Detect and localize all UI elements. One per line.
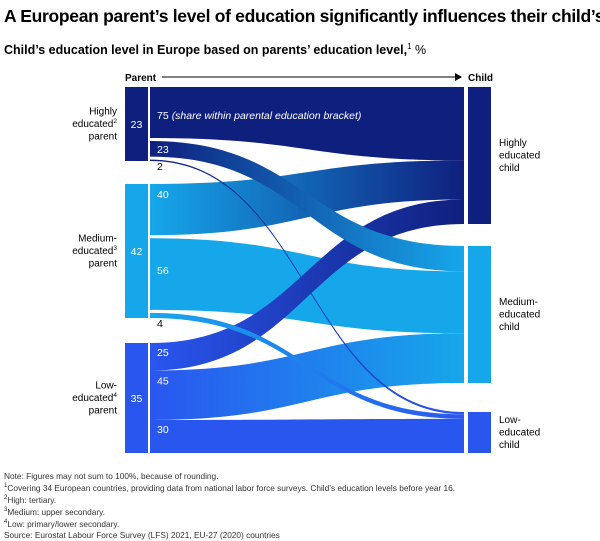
subtitle-note-mark: 1 [407,42,412,51]
flow-value-low-to-medium: 45 [157,376,169,388]
parent-share-high: 23 [131,119,143,131]
child-label-high: Highly educated child [499,138,540,174]
footnote-line: 2High: tertiary. [4,493,455,505]
footnotes: Note: Figures may not sum to 100%, becau… [4,471,455,540]
footnote-text: Medium: upper secondary. [7,507,105,518]
footnote-mark: 4 [4,519,8,526]
subtitle: Child’s education level in Europe based … [4,42,426,57]
parent-label-high: Highly educated2 parent [72,107,117,143]
footnote-line: 3Medium: upper secondary. [4,505,455,517]
child-header: Child [468,73,493,84]
footnote-line: 4Low: primary/lower secondary. [4,517,455,529]
headline: A European parent’s level of education s… [4,6,600,26]
header-arrow-head-icon [455,73,462,81]
footnote-line: 1Covering 34 European countries, providi… [4,481,455,493]
flow-low-to-low [150,418,464,453]
parent-node-high [125,87,148,161]
parent-node-medium [125,184,148,318]
flow-high-to-high [150,87,464,161]
child-node-medium [468,246,491,383]
parent-label-low: Low-educated4 parent [72,381,117,417]
footnote-text: Low: primary/lower secondary. [7,519,120,530]
child-node-low [468,412,491,453]
footnote-text: Source: Eurostat Labour Force Survey (LF… [4,529,280,540]
child-node-high [468,87,491,224]
flow-value-low-to-low: 30 [157,424,169,436]
flow-high-to-medium [150,141,464,272]
parent-node-low [125,343,148,453]
flow-low-to-medium [150,333,464,420]
flow-low-to-high [150,199,464,371]
parent-label-medium: Medium-educated3 parent [72,234,117,270]
footnote-mark: 2 [4,495,8,502]
flow-value-medium-to-high: 40 [157,189,169,201]
parent-share-low: 35 [131,393,143,405]
footnote-mark: 3 [4,507,8,514]
subtitle-text: Child’s education level in Europe based … [4,43,408,58]
flow-medium-to-low [150,312,464,419]
child-label-low: Low-educated child [499,415,540,451]
flow-value-low-to-high: 25 [157,347,169,359]
footnote-text: Covering 34 European countries, providin… [7,483,456,494]
flow-high-to-low [150,159,464,415]
footnote-text: High: tertiary. [7,495,57,506]
flow-value-medium-to-medium: 56 [157,265,169,277]
parent-share-medium: 42 [131,246,143,258]
flow-value-high-to-medium: 23 [157,144,169,156]
footnote-text: Note: Figures may not sum to 100%, becau… [4,471,219,481]
child-label-medium: Medium-educated child [499,297,540,333]
flow-value-high-to-high: 75 (share within parental education brack… [157,110,361,122]
parent-header: Parent [125,73,157,84]
footnote-line: Source: Eurostat Labour Force Survey (LF… [4,530,455,540]
footnote-line: Note: Figures may not sum to 100%, becau… [4,471,455,481]
flow-value-high-to-low: 2 [157,161,163,173]
flow-value-medium-to-low: 4 [157,318,163,330]
subtitle-unit: % [415,43,427,58]
footnote-mark: 1 [4,483,8,490]
flow-annotation: (share within parental education bracket… [172,110,362,122]
